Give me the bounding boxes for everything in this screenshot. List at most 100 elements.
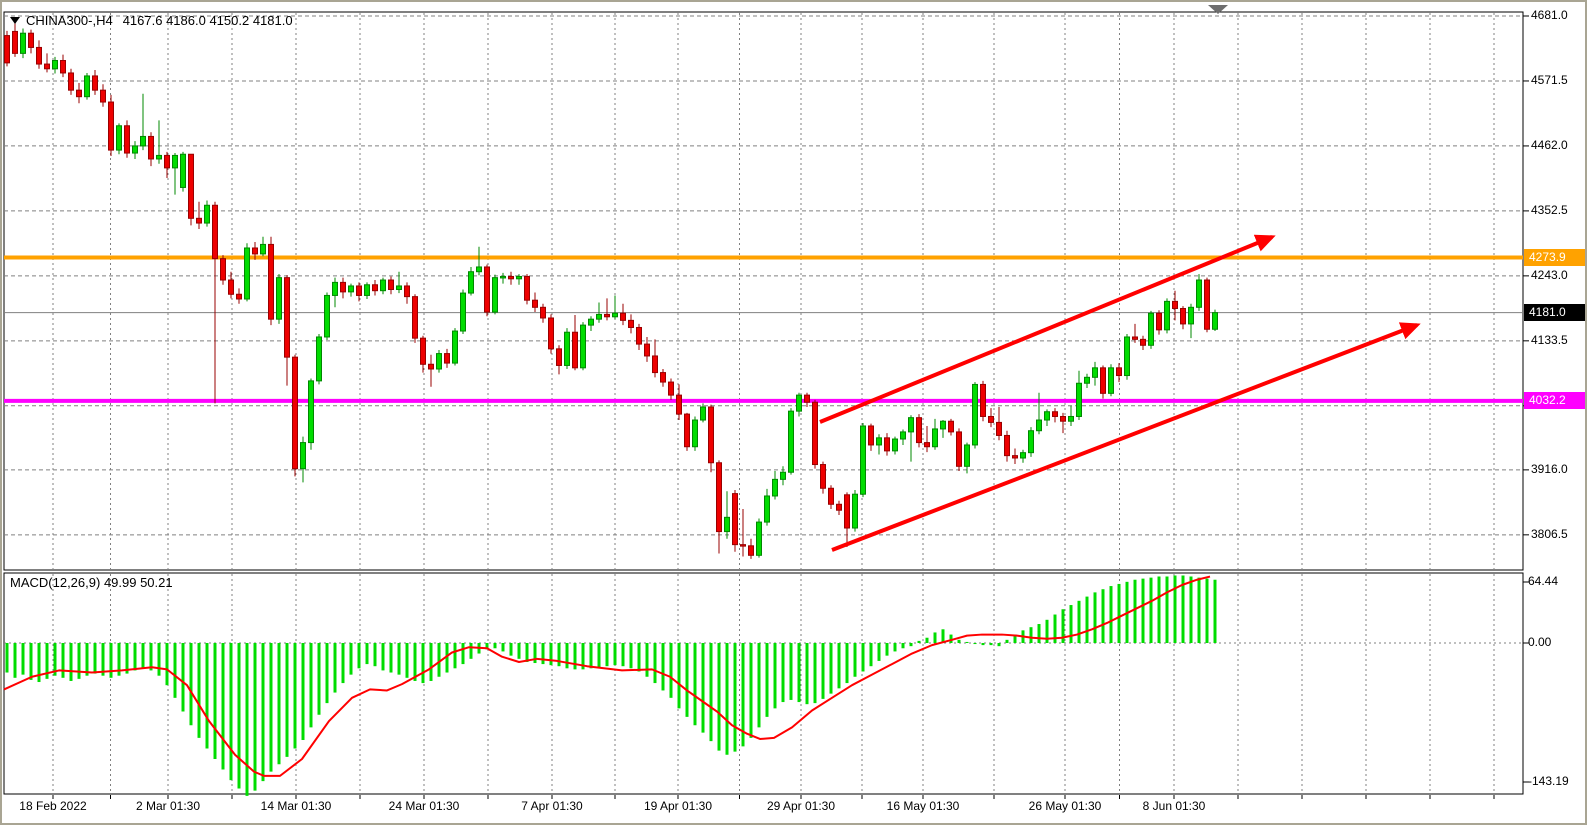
candle-body [700, 406, 706, 421]
candle-body [548, 317, 554, 350]
chart-title: CHINA300-,H4 4167.6 4186.0 4150.2 4181.0 [10, 13, 293, 28]
chart-shift-marker-icon[interactable] [1208, 5, 1228, 14]
candle-body [36, 46, 42, 65]
candle [636, 323, 642, 351]
candle [292, 354, 298, 477]
candle-body [68, 72, 74, 91]
chart-title-symbol: CHINA300-,H4 [26, 13, 113, 28]
candle-body [460, 292, 466, 332]
candle [476, 246, 482, 276]
candle [1076, 370, 1082, 421]
candle-body [556, 348, 562, 366]
candle-body [308, 380, 314, 444]
trend-arrow[interactable] [831, 322, 1421, 552]
candle [1148, 310, 1154, 349]
candle-body [1052, 411, 1058, 417]
candle-body [500, 275, 506, 279]
candle [1188, 303, 1194, 339]
candle-body [196, 217, 202, 224]
candle-body [836, 503, 842, 511]
candle-body [1212, 312, 1218, 330]
candle [684, 412, 690, 451]
price-level-badge: 4032.2 [1524, 392, 1585, 410]
candle [260, 236, 266, 257]
candle-body [508, 275, 514, 280]
candle-body [260, 243, 266, 255]
candle [996, 406, 1002, 441]
candle [140, 93, 146, 151]
candle-body [236, 293, 242, 300]
candle [1100, 365, 1106, 399]
candle-body [596, 313, 602, 320]
candle-body [532, 299, 538, 308]
candle [316, 334, 322, 385]
candle [396, 271, 402, 294]
candle-body [324, 294, 330, 338]
candle-body [788, 410, 794, 473]
candle [308, 378, 314, 450]
candle [620, 303, 626, 326]
macd-axis-label: 0.00 [1528, 635, 1552, 649]
candle [732, 490, 738, 552]
macd-pane-border [3, 572, 1524, 795]
candle [1092, 361, 1098, 386]
candle-body [156, 154, 162, 160]
price-axis-label: 3806.5 [1531, 526, 1568, 541]
candle-body [1124, 336, 1130, 377]
candle [876, 434, 882, 455]
candle [332, 277, 338, 308]
candle-body [484, 266, 490, 313]
candle [164, 151, 170, 178]
candle-body [724, 516, 730, 533]
candle-body [748, 545, 754, 556]
candle-body [1060, 415, 1066, 422]
candle-body [884, 437, 890, 452]
candle [804, 392, 810, 407]
candle-body [540, 306, 546, 319]
candle [1004, 430, 1010, 462]
candle-body [684, 413, 690, 448]
candle [348, 283, 354, 297]
candle [964, 442, 970, 474]
candle-body [676, 394, 682, 415]
candle [756, 518, 762, 558]
candle-body [52, 59, 58, 70]
candle-body [172, 154, 178, 169]
candle [444, 348, 450, 368]
candle [132, 141, 138, 159]
candle [1140, 335, 1146, 351]
candle-body [1076, 382, 1082, 417]
candle-body [908, 417, 914, 433]
trend-arrow[interactable] [819, 234, 1276, 424]
candle-body [732, 493, 738, 546]
candle [220, 255, 226, 285]
candle [1124, 334, 1130, 380]
candle [196, 201, 202, 229]
candle-body [1084, 376, 1090, 384]
candle-body [1188, 306, 1194, 325]
candle-body [164, 154, 170, 169]
candle-body [244, 247, 250, 300]
symbol-dropdown-icon[interactable] [10, 17, 20, 24]
candle [604, 298, 610, 321]
candle [148, 132, 154, 167]
candle-body [1132, 336, 1138, 340]
candle-body [1140, 338, 1146, 346]
price-axis-label: 4133.5 [1531, 332, 1568, 347]
candle [940, 420, 946, 438]
candle-body [60, 59, 66, 74]
time-axis-label: 29 Apr 01:30 [766, 799, 836, 813]
candle [1180, 306, 1186, 330]
candle [4, 30, 10, 67]
candle [76, 83, 82, 104]
candle [364, 282, 370, 300]
candle [28, 29, 34, 54]
candle-body [516, 275, 522, 280]
time-axis-label: 18 Feb 2022 [19, 799, 87, 813]
candle-body [44, 63, 50, 70]
candle [516, 274, 522, 285]
candle [740, 509, 746, 557]
candle [404, 282, 410, 304]
